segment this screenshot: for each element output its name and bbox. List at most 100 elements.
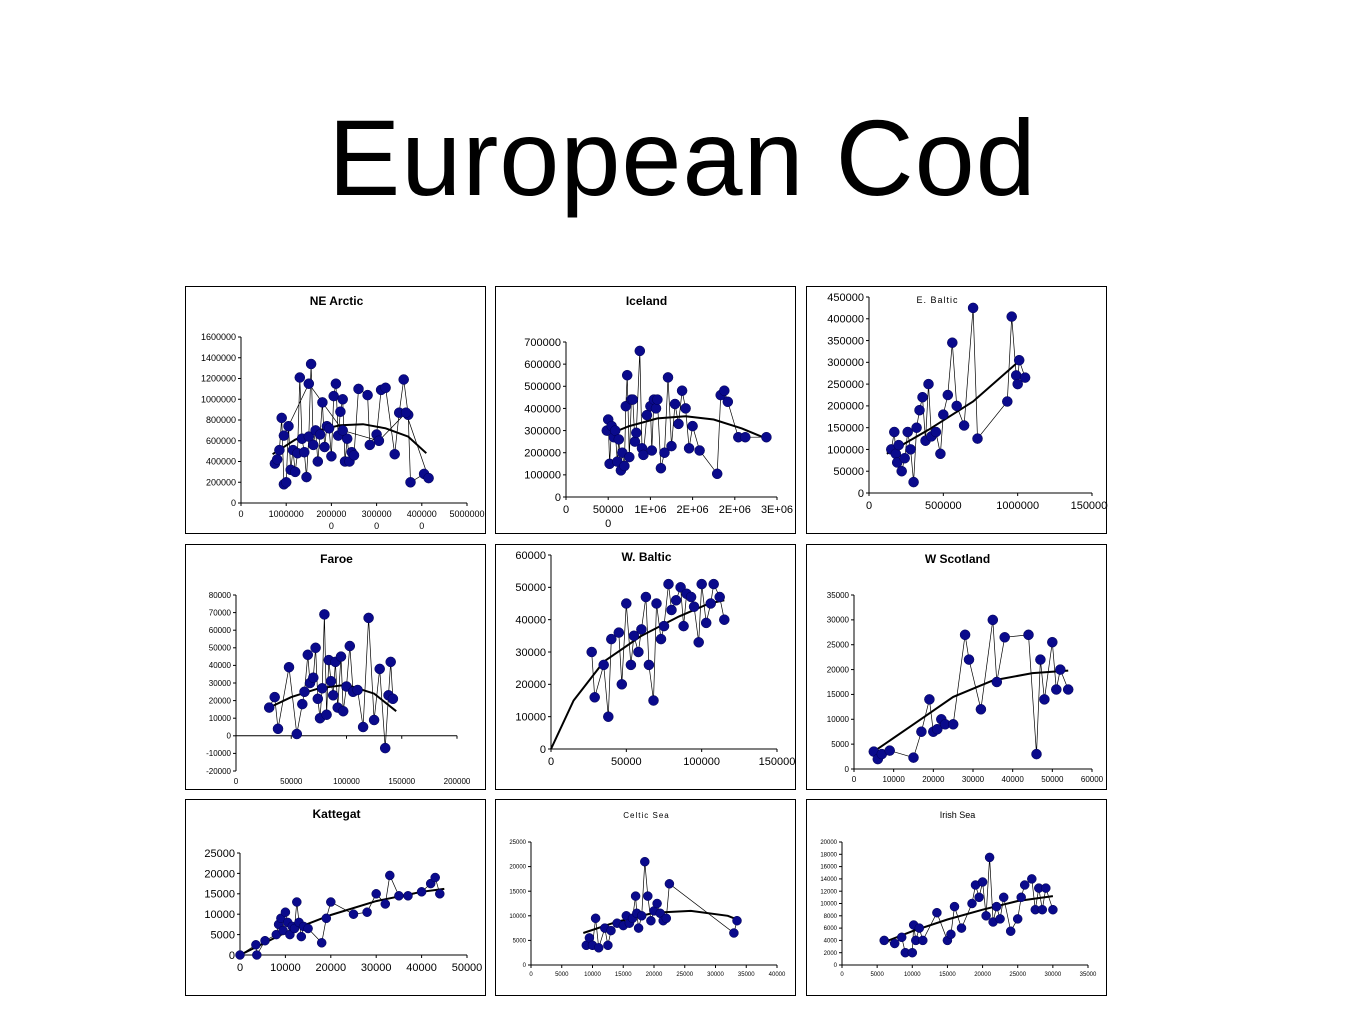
data-point xyxy=(1012,914,1023,924)
x-tick-label: 1000000 xyxy=(996,500,1039,512)
chart-svg: Iceland010000020000030000040000050000060… xyxy=(524,294,793,530)
x-tick-label: 0 xyxy=(866,500,872,512)
data-point xyxy=(590,913,601,924)
data-point xyxy=(631,427,642,439)
x-tick-label: 300000 xyxy=(362,509,392,519)
data-point xyxy=(1027,874,1037,884)
y-tick-label: 40000 xyxy=(515,615,546,627)
x-tick-label: 10000 xyxy=(883,775,906,784)
series-line xyxy=(239,874,441,957)
chart-panel: NE Arctic 0 200000 400000 600000 800000 100000… xyxy=(185,286,486,534)
y-tick-label: -20000 xyxy=(206,767,231,776)
data-point xyxy=(283,661,295,673)
y-tick-label: 20000 xyxy=(209,696,232,705)
data-point xyxy=(294,372,306,383)
data-point xyxy=(389,448,400,460)
data-point xyxy=(636,911,647,921)
fit-curve xyxy=(880,895,1054,945)
data-point xyxy=(316,683,328,694)
y-tick-label: 0 xyxy=(555,492,561,504)
x-tick-label: 50000 xyxy=(280,777,303,786)
x-tick-label: 0 xyxy=(419,521,424,531)
page-title: European Cod xyxy=(328,97,1037,218)
data-point xyxy=(1031,748,1042,760)
data-point xyxy=(974,892,984,903)
y-tick-label: 450000 xyxy=(827,292,864,304)
y-tick-label: 400000 xyxy=(524,403,561,415)
data-point xyxy=(357,721,369,733)
data-point xyxy=(628,630,640,642)
data-point xyxy=(371,889,381,899)
data-point xyxy=(363,612,374,624)
data-point xyxy=(650,403,662,414)
chart-title: W. Baltic xyxy=(621,550,671,564)
chart-title: Celtic Sea xyxy=(623,811,669,820)
data-point xyxy=(291,728,303,740)
data-point xyxy=(641,409,653,421)
data-point xyxy=(321,709,332,720)
y-tick-label: 20000 xyxy=(204,868,235,880)
data-point xyxy=(879,935,889,946)
data-point xyxy=(908,752,919,763)
x-tick-label: 0 xyxy=(374,521,379,531)
data-point xyxy=(646,915,656,926)
chart-title: Irish Sea xyxy=(940,810,976,820)
data-point xyxy=(325,675,337,687)
x-tick-label: 20000 xyxy=(922,775,945,784)
data-point xyxy=(280,477,292,488)
data-point xyxy=(362,389,373,401)
y-tick-label: -10000 xyxy=(206,749,231,758)
y-tick-label: 10000 xyxy=(204,909,235,921)
data-point xyxy=(299,446,310,458)
y-tick-label: 600000 xyxy=(524,359,561,371)
data-point xyxy=(297,698,308,710)
x-tick-label: 30000 xyxy=(962,775,985,784)
data-point xyxy=(687,420,698,432)
x-tick-label: 10000 xyxy=(904,972,921,978)
series-line xyxy=(890,307,1026,483)
data-point xyxy=(619,460,630,472)
data-point xyxy=(662,372,674,383)
data-point xyxy=(613,434,625,445)
x-tick-label: 2E+06 xyxy=(719,504,751,516)
data-point xyxy=(676,385,688,396)
y-tick-label: 0 xyxy=(523,963,527,969)
data-point xyxy=(729,928,739,938)
data-point xyxy=(722,396,734,408)
y-tick-label: 15000 xyxy=(204,889,235,901)
y-tick-label: 0 xyxy=(834,963,838,969)
chart-panel: W. Baltic 0 10000 20000 30000 40000 50000 60000… xyxy=(495,544,796,790)
data-point xyxy=(916,726,927,737)
y-tick-label: 200000 xyxy=(206,477,236,487)
data-point xyxy=(708,578,719,590)
x-tick-label: 10000 xyxy=(584,972,601,978)
data-point xyxy=(995,914,1005,924)
data-point xyxy=(977,877,988,887)
data-point xyxy=(260,935,270,946)
chart-panel: Kattegat 0 5000 10000 15000 20000 25000 0 10000 2… xyxy=(185,799,486,996)
chart-svg: Celtic Sea 0 5000 10000 15000 20000 25000 0 5000… xyxy=(509,811,786,978)
data-point xyxy=(323,423,335,434)
y-tick-label: 0 xyxy=(229,950,235,962)
data-point xyxy=(319,609,330,620)
y-tick-label: 14000 xyxy=(820,877,837,883)
y-tick-label: 35000 xyxy=(827,591,850,600)
data-point xyxy=(405,477,416,488)
y-tick-label: 800000 xyxy=(206,415,236,425)
y-tick-label: 700000 xyxy=(524,337,561,349)
chart-title: Faroe xyxy=(320,552,353,566)
data-point xyxy=(344,640,356,652)
data-point xyxy=(1041,883,1051,893)
x-tick-label: 0 xyxy=(237,962,243,974)
data-point xyxy=(625,659,637,671)
data-point xyxy=(930,426,942,438)
y-tick-label: 10000 xyxy=(515,712,546,724)
data-point xyxy=(963,654,975,665)
x-tick-label: 0 xyxy=(563,504,569,516)
y-tick-label: 0 xyxy=(540,744,546,756)
y-tick-label: 600000 xyxy=(206,436,236,446)
x-tick-label: 0 xyxy=(605,518,611,530)
x-tick-label: 25000 xyxy=(676,972,693,978)
data-point xyxy=(364,439,376,451)
y-tick-label: 20000 xyxy=(827,665,850,674)
